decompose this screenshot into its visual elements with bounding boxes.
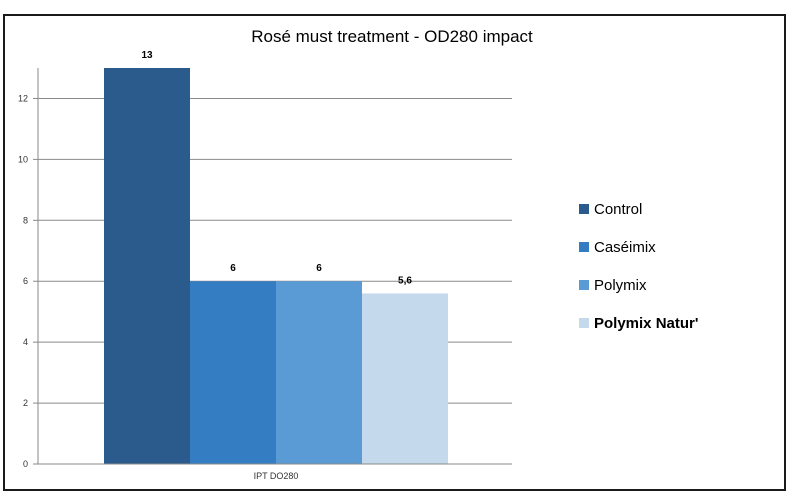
y-tick-label: 2 — [23, 398, 28, 408]
y-tick-label: 12 — [18, 93, 28, 103]
legend-swatch — [579, 242, 589, 252]
legend-swatch — [579, 280, 589, 290]
legend-swatch — [579, 318, 589, 328]
legend-label: Caséimix — [594, 239, 656, 256]
y-tick-label: 6 — [23, 276, 28, 286]
x-tick-label: IPT DO280 — [254, 471, 299, 481]
x-axis: IPT DO280 — [38, 463, 512, 481]
legend-label: Polymix — [594, 277, 647, 294]
bar-2 — [190, 281, 276, 464]
bar-1 — [104, 68, 190, 464]
legend-label: Polymix Natur' — [594, 315, 698, 332]
data-labels: 13 6 6 5,6 — [141, 50, 412, 286]
y-tick-label: 8 — [23, 215, 28, 225]
top-strip — [0, 0, 792, 14]
data-label: 6 — [230, 263, 236, 274]
y-tick-label: 10 — [18, 154, 28, 164]
legend-label: Control — [594, 201, 642, 218]
y-tick-label: 4 — [23, 337, 28, 347]
bars — [104, 68, 448, 464]
legend: Control Caséimix Polymix Polymix Natur' — [579, 201, 698, 332]
data-label: 5,6 — [398, 275, 412, 286]
data-label: 6 — [316, 263, 322, 274]
data-label: 13 — [141, 50, 153, 61]
chart-title: Rosé must treatment - OD280 impact — [251, 27, 533, 46]
bar-4 — [362, 293, 448, 464]
bar-3 — [276, 281, 362, 464]
legend-swatch — [579, 204, 589, 214]
y-axis: 0 2 4 6 8 10 12 — [18, 68, 39, 469]
y-tick-label: 0 — [23, 459, 28, 469]
